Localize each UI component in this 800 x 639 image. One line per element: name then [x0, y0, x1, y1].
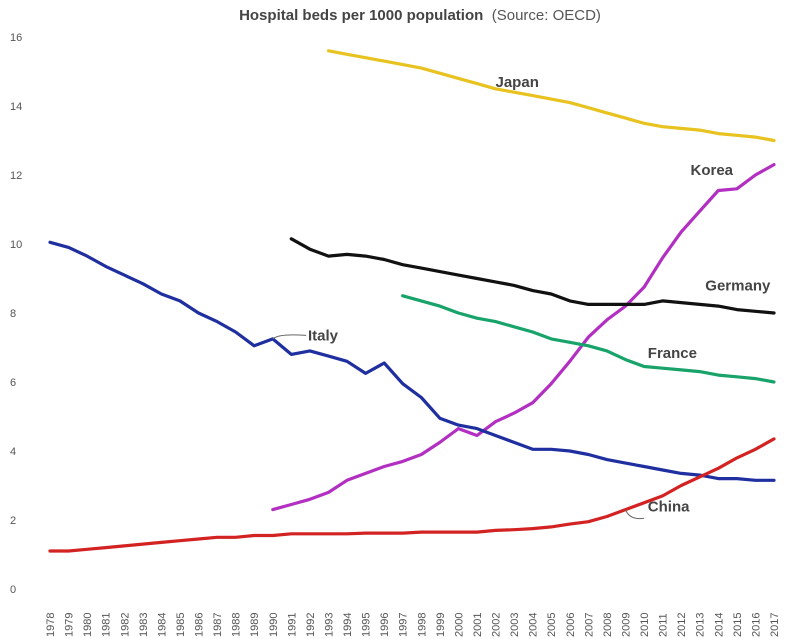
x-tick-label: 1982 — [119, 613, 131, 637]
x-tick-label: 1981 — [101, 613, 113, 637]
x-tick-label: 1980 — [82, 613, 94, 637]
series-label-france: France — [648, 345, 697, 362]
series-label-japan: Japan — [496, 74, 539, 91]
x-tick-label: 2011 — [658, 613, 670, 637]
x-tick-label: 1999 — [435, 613, 447, 637]
x-tick-label: 2008 — [602, 613, 614, 637]
x-tick-label: 1989 — [249, 613, 261, 637]
x-tick-label: 2015 — [732, 613, 744, 637]
series-label-germany: Germany — [705, 278, 771, 295]
x-tick-label: 2016 — [750, 613, 762, 637]
label-connectors — [272, 334, 645, 520]
x-tick-label: 1986 — [194, 613, 206, 637]
series-line-japan — [326, 49, 776, 143]
series-labels: Japan Korea Germany France Italy China — [308, 74, 771, 515]
x-tick-label: 1993 — [323, 613, 335, 637]
x-tick-label: 1984 — [156, 613, 168, 637]
x-tick-label: 2006 — [565, 613, 577, 637]
chart-title-source: (Source: OECD) — [492, 7, 601, 24]
x-axis-ticks: 1978 1979 1980 1981 1982 1983 1984 1985 1986 1987… — [45, 613, 781, 637]
series-line-france — [401, 294, 776, 384]
x-tick-label: 2000 — [453, 613, 465, 637]
series-label-korea: Korea — [691, 162, 734, 179]
x-tick-label: 1985 — [175, 613, 187, 637]
x-tick-label: 1995 — [361, 613, 373, 637]
series-lines — [48, 49, 776, 553]
x-tick-label: 2010 — [639, 613, 651, 637]
x-tick-label: 1992 — [305, 613, 317, 637]
y-axis-ticks: 0 2 4 6 8 10 12 14 16 — [10, 32, 22, 596]
x-tick-label: 1998 — [416, 613, 428, 637]
y-tick-label: 6 — [10, 377, 16, 389]
series-line-italy — [48, 240, 776, 482]
x-tick-label: 1990 — [268, 613, 280, 637]
x-tick-label: 2017 — [769, 613, 781, 637]
x-tick-label: 1996 — [379, 613, 391, 637]
x-tick-label: 2012 — [676, 613, 688, 637]
x-tick-label: 1983 — [138, 613, 150, 637]
chart-title: Hospital beds per 1000 population (Sourc… — [239, 7, 601, 24]
series-line-germany — [289, 237, 776, 315]
x-tick-label: 1994 — [342, 613, 354, 637]
y-tick-label: 10 — [10, 239, 22, 251]
x-tick-label: 2013 — [695, 613, 707, 637]
x-tick-label: 2003 — [509, 613, 521, 637]
x-tick-label: 2004 — [528, 613, 540, 637]
x-tick-label: 1991 — [286, 613, 298, 637]
y-tick-label: 2 — [10, 515, 16, 527]
series-line-korea — [271, 163, 776, 512]
x-tick-label: 1997 — [398, 613, 410, 637]
x-tick-label: 1979 — [64, 613, 76, 637]
series-label-italy: Italy — [308, 328, 339, 345]
y-tick-label: 4 — [10, 446, 16, 458]
x-tick-label: 2007 — [583, 613, 595, 637]
x-tick-label: 1978 — [45, 613, 57, 637]
x-tick-label: 2009 — [620, 613, 632, 637]
china-label-connector — [625, 509, 645, 520]
italy-label-connector — [272, 334, 307, 340]
y-tick-label: 14 — [10, 101, 22, 113]
y-tick-label: 16 — [10, 32, 22, 44]
x-tick-label: 2005 — [546, 613, 558, 637]
x-tick-label: 1988 — [231, 613, 243, 637]
series-line-china — [48, 437, 776, 553]
x-tick-label: 2002 — [491, 613, 503, 637]
x-tick-label: 2014 — [713, 613, 725, 637]
x-tick-label: 2001 — [472, 613, 484, 637]
chart-title-main: Hospital beds per 1000 population — [239, 7, 483, 24]
x-tick-label: 1987 — [212, 613, 224, 637]
series-label-china: China — [648, 498, 690, 515]
y-tick-label: 8 — [10, 308, 16, 320]
y-tick-label: 12 — [10, 170, 22, 182]
y-tick-label: 0 — [10, 584, 16, 596]
